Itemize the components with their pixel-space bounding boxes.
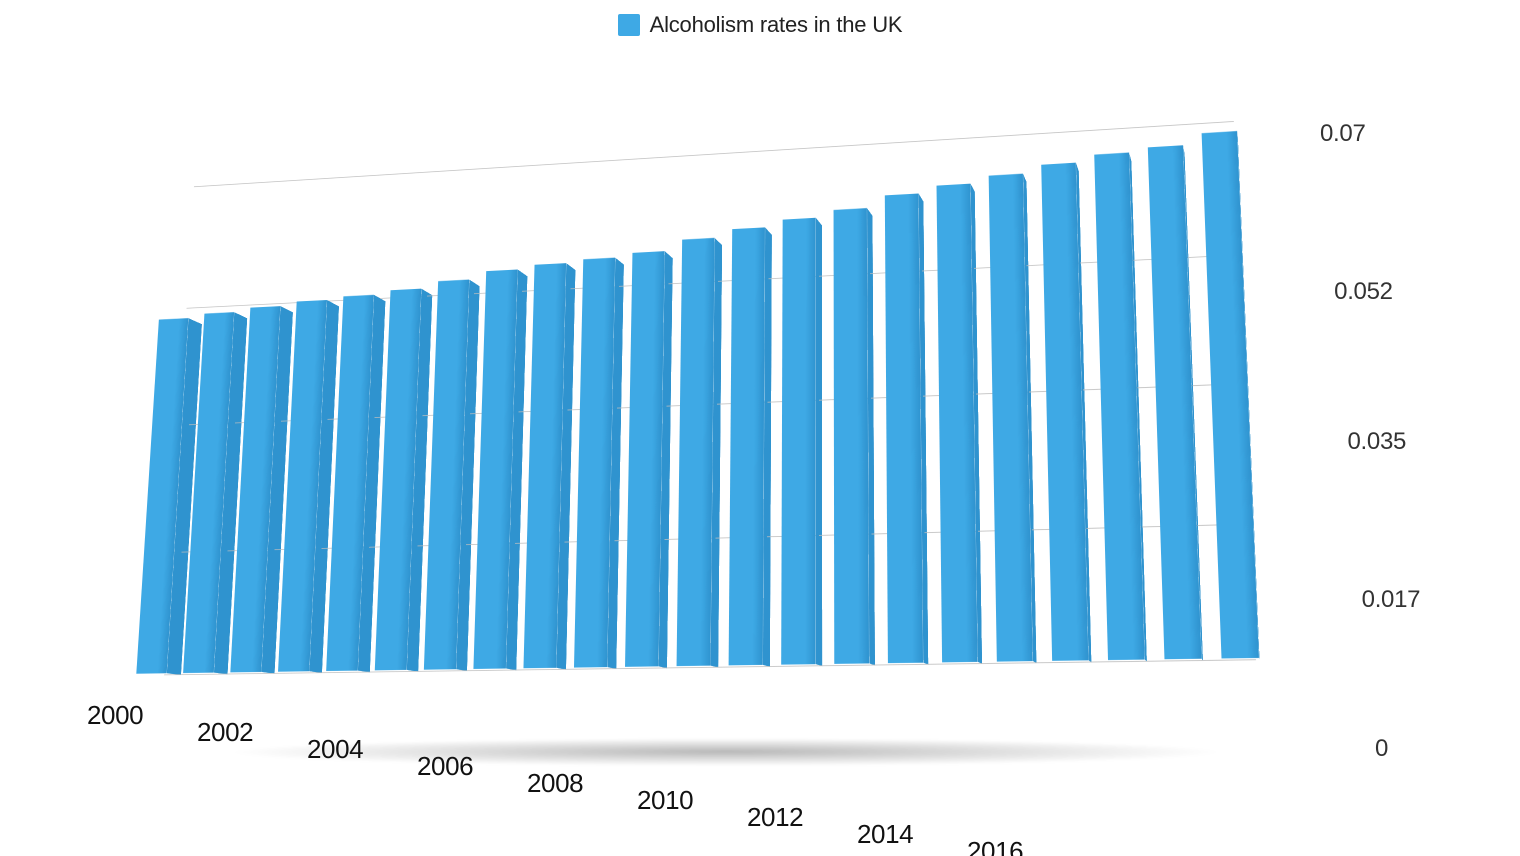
xtick-label: 2008 <box>527 768 583 799</box>
bar <box>1202 135 1259 659</box>
xtick-label: 2004 <box>307 734 363 765</box>
bar-face-top <box>1043 152 1080 163</box>
bar-face-front <box>989 173 1033 662</box>
bar-face-front <box>781 218 816 665</box>
bar-face-front <box>1202 131 1260 659</box>
bar-face-top <box>837 197 876 207</box>
bar <box>285 304 334 673</box>
bar <box>332 298 379 672</box>
bar-face-front <box>885 194 923 663</box>
bar-face-top <box>786 207 825 217</box>
bar-face-top <box>637 240 677 249</box>
ytick-label: 0.052 <box>1334 278 1393 306</box>
bar-face-top <box>1095 142 1132 153</box>
bar-face-front <box>677 238 715 667</box>
legend-item: Alcoholism rates in the UK <box>618 12 903 38</box>
bar <box>837 212 873 665</box>
bar-face-top <box>588 247 628 256</box>
chart-stage: Alcoholism rates in the UK 0 0.017 0.035 0.… <box>0 0 1520 856</box>
bar-face-top <box>304 290 346 298</box>
xtick-label: 2010 <box>637 785 693 816</box>
bar-face-top <box>939 173 977 183</box>
bar <box>629 255 668 668</box>
bar-face-front <box>1148 145 1202 659</box>
bar <box>237 309 287 673</box>
bar <box>579 261 620 669</box>
legend: Alcoholism rates in the UK <box>0 12 1520 41</box>
bar <box>430 283 475 671</box>
ytick-label: 0.017 <box>1362 586 1421 614</box>
xtick-label: 2002 <box>197 717 253 748</box>
chart-3d-anchor <box>135 105 1235 705</box>
bar <box>991 177 1035 662</box>
bar-face-top <box>350 284 392 292</box>
ytick-label: 0.035 <box>1348 428 1407 456</box>
bar <box>681 241 719 667</box>
bar-face-top <box>686 227 726 236</box>
bar-face-front <box>834 208 870 664</box>
bar <box>381 292 427 672</box>
bar <box>1096 157 1146 662</box>
bar <box>939 188 980 664</box>
xtick-label: 2000 <box>87 700 143 731</box>
bar-face-top <box>167 307 210 315</box>
bar-face-top <box>887 183 925 193</box>
bar <box>479 273 523 670</box>
bar-face-right <box>816 218 822 667</box>
bar-face-top <box>736 217 775 226</box>
bar <box>732 232 768 667</box>
bar <box>1043 167 1090 662</box>
bar-face-right <box>867 208 875 666</box>
bar <box>529 267 571 669</box>
bar-face-front <box>729 228 766 666</box>
bar <box>1149 150 1203 661</box>
bars-group <box>162 82 1258 714</box>
ytick-label: 0.07 <box>1320 120 1366 148</box>
xtick-label: 2014 <box>857 819 913 850</box>
bar-face-top <box>258 296 300 304</box>
bar-face-top <box>492 259 533 268</box>
bar-face-right <box>763 228 772 667</box>
bar-face-top <box>397 278 438 286</box>
bar <box>887 198 925 664</box>
legend-label: Alcoholism rates in the UK <box>650 12 903 38</box>
chart-3d-scene <box>162 82 1258 714</box>
bar-face-top <box>540 253 581 262</box>
bar-face-top <box>444 268 485 276</box>
xtick-label: 2012 <box>747 802 803 833</box>
bar-face-top <box>1148 135 1185 146</box>
xtick-label: 2016 <box>967 836 1023 856</box>
legend-swatch <box>618 14 640 36</box>
xtick-label: 2006 <box>417 751 473 782</box>
bar-face-top <box>212 301 254 309</box>
ytick-label: 0 <box>1375 735 1388 763</box>
bar <box>785 222 819 666</box>
